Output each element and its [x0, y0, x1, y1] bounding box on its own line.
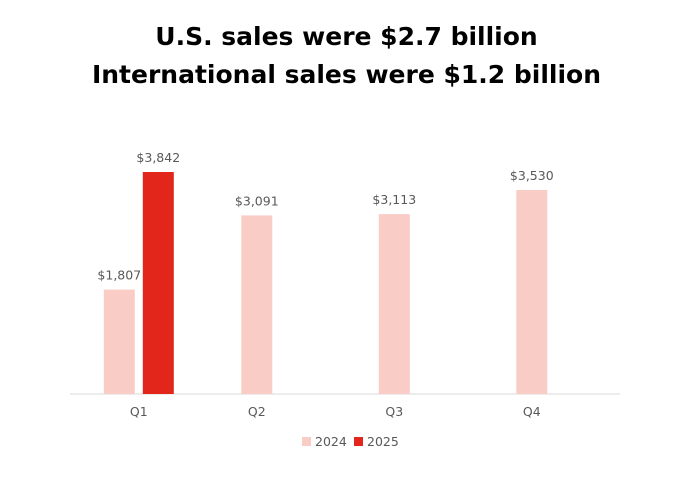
bar-2024-Q4 — [516, 190, 548, 394]
legend: 2024 2025 — [302, 434, 399, 449]
data-label-2025-Q1: $3,842 — [136, 150, 180, 165]
data-label-2024-Q1: $1,807 — [97, 268, 141, 283]
data-labels: $1,807 $3,842 $3,091 $3,113 $3,530 — [97, 150, 553, 283]
tick-label-Q2: Q2 — [248, 404, 266, 419]
x-tick-labels: Q1 Q2 Q3 Q4 — [130, 404, 541, 419]
tick-label-Q3: Q3 — [385, 404, 403, 419]
chart-title: U.S. sales were $2.7 billion Internation… — [0, 18, 693, 94]
bar-2024-Q3 — [378, 214, 410, 394]
bars — [103, 172, 548, 394]
data-label-2024-Q2: $3,091 — [235, 193, 279, 208]
legend-label-2024: 2024 — [315, 434, 347, 449]
title-line-2: International sales were $1.2 billion — [91, 60, 602, 89]
legend-label-2025: 2025 — [367, 434, 399, 449]
tick-label-Q1: Q1 — [130, 404, 148, 419]
legend-swatch-2024 — [302, 437, 311, 446]
title-line-1: U.S. sales were $2.7 billion — [155, 22, 538, 51]
tick-label-Q4: Q4 — [523, 404, 541, 419]
legend-swatch-2025 — [354, 437, 363, 446]
bar-2024-Q1 — [103, 289, 135, 394]
data-label-2024-Q4: $3,530 — [510, 168, 554, 183]
data-label-2024-Q3: $3,113 — [372, 192, 416, 207]
bar-2024-Q2 — [241, 215, 273, 394]
bar-2025-Q1 — [142, 172, 174, 394]
